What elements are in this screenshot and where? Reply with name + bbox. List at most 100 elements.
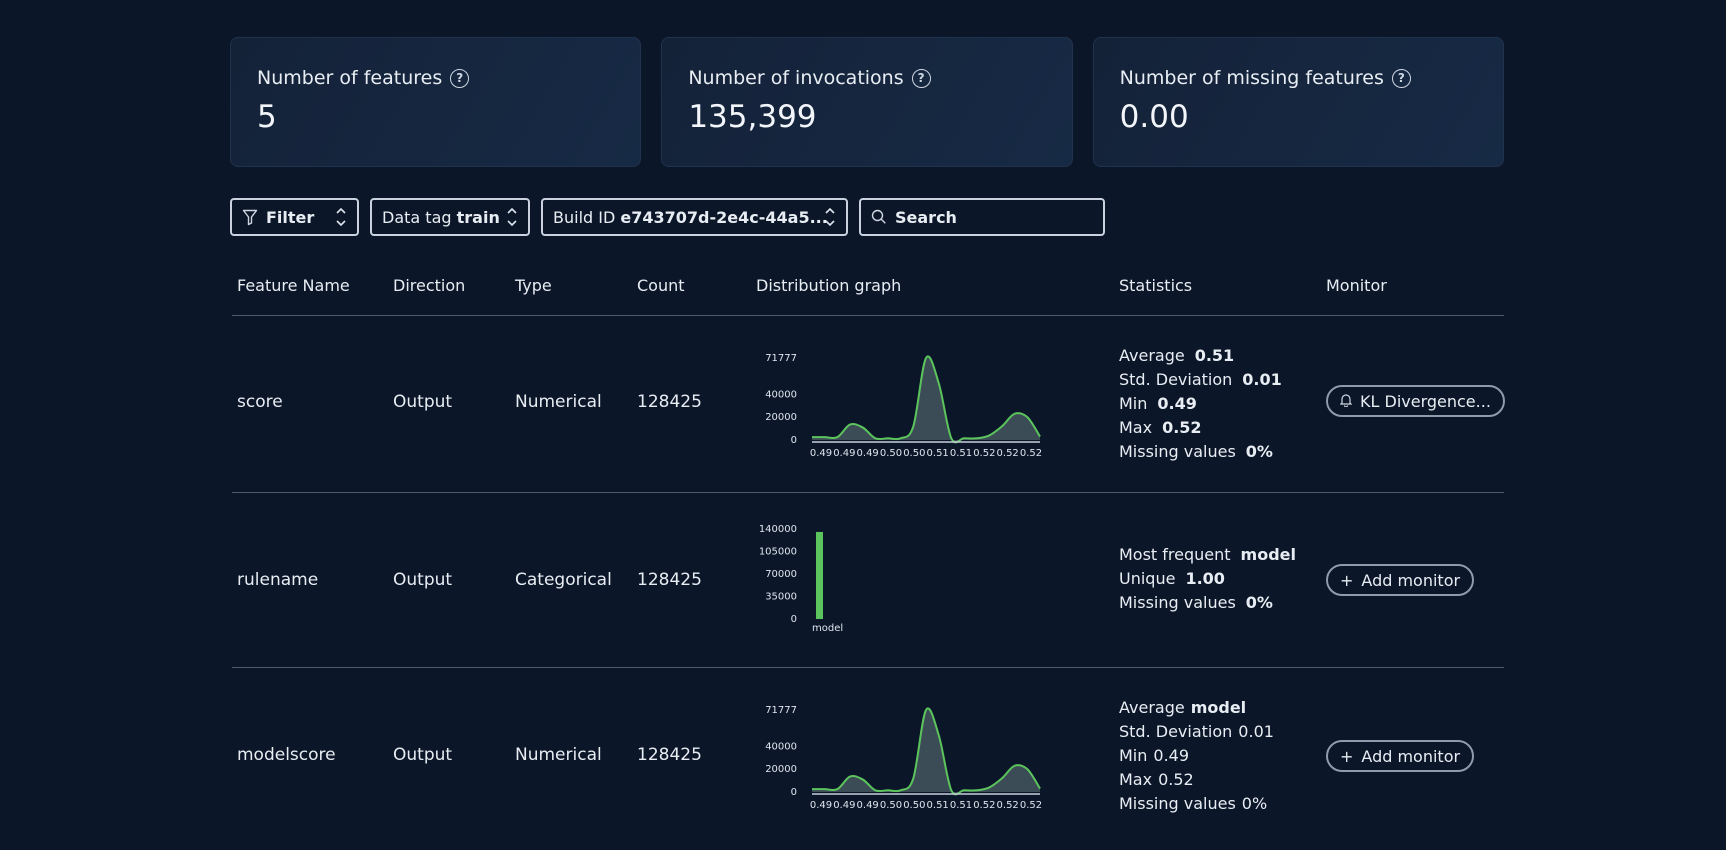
stat-value: 1.00 [1185, 569, 1225, 588]
chevron-updown-icon [335, 206, 347, 228]
y-tick-label: 71777 [765, 705, 797, 716]
card-number-of-missing-features: Number of missing features ? 0.00 [1092, 37, 1504, 167]
search-icon [871, 209, 887, 225]
table-row[interactable]: score Output Numerical 128425 71777 40000… [232, 316, 1505, 493]
x-tick-label: 0.50 [903, 800, 925, 811]
statistics: Most frequent model Unique 1.00 Missing va… [1119, 543, 1296, 615]
stat-label: Average [1119, 698, 1185, 717]
stat-label: Std. Deviation [1119, 722, 1233, 741]
add-monitor-button[interactable]: + Add monitor [1326, 740, 1475, 772]
feature-count: 128425 [637, 392, 702, 412]
stat-label: Min [1119, 394, 1148, 413]
table-row[interactable]: modelscore Output Numerical 128425 71777… [232, 668, 1504, 850]
x-tick-label: 0.49 [857, 800, 879, 811]
stat-line: Max 0.52 [1119, 768, 1274, 792]
chevron-updown-icon [824, 206, 836, 228]
bell-icon [1339, 392, 1353, 411]
stat-value: 0.01 [1242, 370, 1282, 389]
stat-line: Missing values 0% [1119, 440, 1282, 464]
y-tick-label: 20000 [765, 764, 797, 775]
filter-select[interactable]: Filter [230, 198, 359, 236]
card-value: 0.00 [1119, 99, 1189, 135]
card-title-row: Number of missing features ? [1120, 67, 1477, 89]
header-count[interactable]: Count [637, 276, 685, 295]
header-feature-name[interactable]: Feature Name [237, 276, 350, 295]
add-monitor-button[interactable]: + Add monitor [1326, 564, 1475, 596]
monitor-cell: + Add monitor [1326, 564, 1475, 596]
x-tick-label: 0.49 [833, 800, 855, 811]
x-tick-label: 0.51 [950, 800, 972, 811]
data-tag-value: train [456, 207, 500, 227]
distribution-area-fill [812, 708, 1040, 795]
statistics: Average 0.51 Std. Deviation 0.01 Min 0.49 M… [1119, 344, 1282, 464]
search-input[interactable]: Search [859, 198, 1105, 236]
stat-label: Min [1119, 746, 1148, 765]
feature-type: Numerical [515, 745, 602, 765]
monitor-cell: + Add monitor [1326, 740, 1475, 772]
distribution-line [812, 707, 1041, 796]
build-id-value: e743707d-2e4c-44a5... [620, 207, 828, 227]
stat-label: Max [1119, 418, 1153, 437]
help-icon[interactable]: ? [1391, 68, 1411, 88]
y-tick-label: 0 [791, 787, 797, 798]
stat-label: Missing values [1119, 442, 1236, 461]
stat-line: Min 0.49 [1119, 392, 1282, 416]
monitor-label: KL Divergence... [1360, 391, 1491, 411]
y-tick-label: 40000 [765, 389, 797, 400]
help-icon[interactable]: ? [450, 68, 470, 88]
y-tick-label: 0 [791, 614, 797, 625]
filter-bar: Filter Data tag train Build ID e743707d-… [230, 198, 1105, 236]
feature-type: Numerical [515, 392, 602, 412]
stat-label: Missing values [1119, 794, 1236, 813]
y-tick-label: 40000 [765, 741, 797, 752]
stat-value: 0.51 [1194, 346, 1235, 365]
card-number-of-features: Number of features ? 5 [230, 37, 642, 167]
data-tag-select[interactable]: Data tag train [370, 198, 530, 236]
bar [816, 531, 823, 619]
stat-line: Std. Deviation 0.01 [1119, 720, 1274, 744]
build-id-select[interactable]: Build ID e743707d-2e4c-44a5... [541, 198, 848, 236]
feature-direction: Output [393, 570, 453, 590]
header-monitor: Monitor [1326, 276, 1387, 295]
x-tick-label: 0.51 [927, 800, 949, 811]
feature-count: 128425 [637, 745, 702, 765]
stat-value: 0.49 [1157, 394, 1197, 413]
stat-label: Most frequent [1119, 545, 1231, 564]
stat-value: 0% [1245, 593, 1273, 612]
x-tick-label: 0.49 [810, 800, 832, 811]
monitor-cell: KL Divergence... [1326, 385, 1505, 417]
help-icon[interactable]: ? [911, 68, 931, 88]
distribution-chart: 140000 105000 70000 35000 0 model [759, 524, 843, 634]
kl-divergence-monitor-button[interactable]: KL Divergence... [1326, 385, 1505, 417]
header-distribution-graph: Distribution graph [756, 276, 902, 295]
card-value: 5 [257, 99, 277, 135]
stat-line: Unique 1.00 [1119, 567, 1296, 591]
monitor-label: Add monitor [1361, 746, 1461, 766]
card-number-of-invocations: Number of invocations ? 135,399 [661, 37, 1073, 167]
header-type[interactable]: Type [515, 276, 552, 295]
stat-value: 0.49 [1153, 746, 1190, 765]
feature-name: rulename [237, 570, 319, 590]
x-tick-label: 0.52 [1020, 800, 1042, 811]
stat-label: Unique [1119, 569, 1176, 588]
x-tick-label: 0.50 [903, 448, 925, 459]
stat-line: Average 0.51 [1119, 344, 1282, 368]
stat-value: 0.52 [1162, 418, 1202, 437]
x-tick-label: 0.49 [857, 448, 879, 459]
card-title-row: Number of invocations ? [688, 67, 1045, 89]
table-row[interactable]: rulename Output Categorical 128425 14000… [232, 493, 1504, 668]
feature-name: modelscore [237, 745, 336, 765]
header-direction[interactable]: Direction [393, 276, 466, 295]
stat-value: 0% [1241, 794, 1268, 813]
x-tick-label: 0.52 [973, 448, 995, 459]
stat-line: Most frequent model [1119, 543, 1296, 567]
stat-line: Max 0.52 [1119, 416, 1282, 440]
x-tick-label: 0.52 [1020, 448, 1042, 459]
y-tick-label: 71777 [765, 353, 797, 364]
stat-line: Missing values 0% [1119, 792, 1274, 816]
stat-label: Std. Deviation [1119, 370, 1233, 389]
funnel-icon [242, 209, 258, 226]
x-tick-label: 0.51 [950, 448, 972, 459]
